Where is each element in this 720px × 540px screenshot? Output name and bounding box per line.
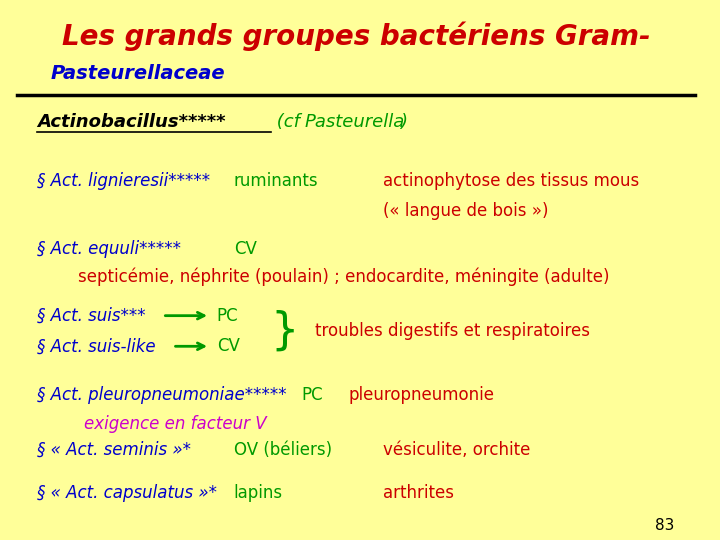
Text: PC: PC xyxy=(217,307,238,325)
Text: § Act. equuli*****: § Act. equuli***** xyxy=(37,240,181,258)
Text: CV: CV xyxy=(234,240,256,258)
Text: troubles digestifs et respiratoires: troubles digestifs et respiratoires xyxy=(315,322,590,340)
Text: exigence en facteur V: exigence en facteur V xyxy=(84,415,267,433)
Text: PC: PC xyxy=(302,386,323,403)
Text: § « Act. seminis »*: § « Act. seminis »* xyxy=(37,441,191,459)
Text: § Act. suis-like: § Act. suis-like xyxy=(37,338,156,355)
Text: ruminants: ruminants xyxy=(234,172,318,191)
Text: }: } xyxy=(271,309,299,353)
Text: (« langue de bois »): (« langue de bois ») xyxy=(383,202,549,220)
Text: § Act. suis***: § Act. suis*** xyxy=(37,307,145,325)
Text: lapins: lapins xyxy=(234,484,283,502)
Text: Actinobacillus*****: Actinobacillus***** xyxy=(37,113,225,131)
Text: arthrites: arthrites xyxy=(383,484,454,502)
Text: (cf: (cf xyxy=(271,113,306,131)
Text: vésiculite, orchite: vésiculite, orchite xyxy=(383,441,530,459)
Text: Pasteurellaceae: Pasteurellaceae xyxy=(50,64,225,83)
Text: § « Act. capsulatus »*: § « Act. capsulatus »* xyxy=(37,484,217,502)
Text: septicémie, néphrite (poulain) ; endocardite, méningite (adulte): septicémie, néphrite (poulain) ; endocar… xyxy=(78,267,609,286)
Text: pleuropneumonie: pleuropneumonie xyxy=(349,386,495,403)
Text: § Act. lignieresii*****: § Act. lignieresii***** xyxy=(37,172,210,191)
Text: § Act. pleuropneumoniae*****: § Act. pleuropneumoniae***** xyxy=(37,386,287,403)
Text: Les grands groupes bactériens Gram-: Les grands groupes bactériens Gram- xyxy=(61,22,650,51)
Text: 83: 83 xyxy=(655,518,675,532)
Text: ): ) xyxy=(400,113,407,131)
Text: OV (béliers): OV (béliers) xyxy=(234,441,332,459)
Text: actinophytose des tissus mous: actinophytose des tissus mous xyxy=(383,172,639,191)
Text: CV: CV xyxy=(217,338,240,355)
Text: Pasteurella: Pasteurella xyxy=(305,113,405,131)
